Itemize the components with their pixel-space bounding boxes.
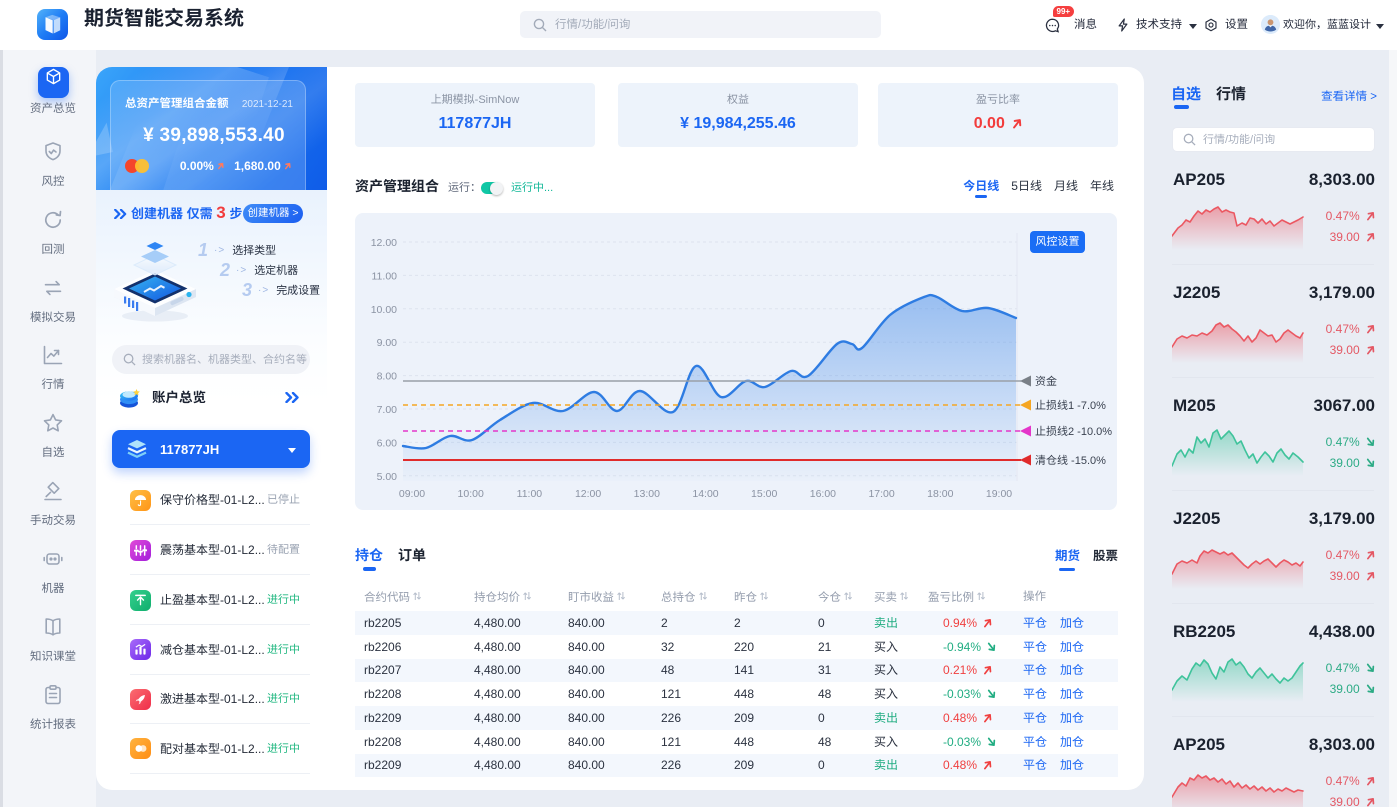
svg-text:10:00: 10:00: [458, 488, 484, 500]
svg-text:15:00: 15:00: [751, 488, 777, 500]
svg-text:8.00: 8.00: [377, 371, 398, 383]
svg-text:11.00: 11.00: [372, 270, 398, 282]
svg-text:资金: 资金: [1035, 375, 1057, 388]
svg-text:6.00: 6.00: [377, 437, 398, 449]
svg-text:止损线1 -7.0%: 止损线1 -7.0%: [1035, 399, 1106, 412]
svg-text:5.00: 5.00: [377, 471, 398, 483]
svg-text:10.00: 10.00: [371, 304, 397, 316]
svg-text:12.00: 12.00: [371, 237, 397, 249]
svg-text:11:00: 11:00: [517, 488, 543, 500]
svg-text:清仓线 -15.0%: 清仓线 -15.0%: [1035, 454, 1106, 467]
svg-text:止损线2 -10.0%: 止损线2 -10.0%: [1035, 425, 1112, 438]
svg-text:12:00: 12:00: [575, 488, 601, 500]
svg-text:13:00: 13:00: [634, 488, 660, 500]
svg-text:17:00: 17:00: [868, 488, 894, 500]
svg-text:19:00: 19:00: [986, 488, 1012, 500]
svg-text:16:00: 16:00: [810, 488, 836, 500]
svg-text:18:00: 18:00: [927, 488, 953, 500]
svg-text:7.00: 7.00: [377, 404, 398, 416]
svg-text:09:00: 09:00: [399, 488, 425, 500]
svg-text:9.00: 9.00: [377, 337, 398, 349]
svg-text:14:00: 14:00: [692, 488, 718, 500]
